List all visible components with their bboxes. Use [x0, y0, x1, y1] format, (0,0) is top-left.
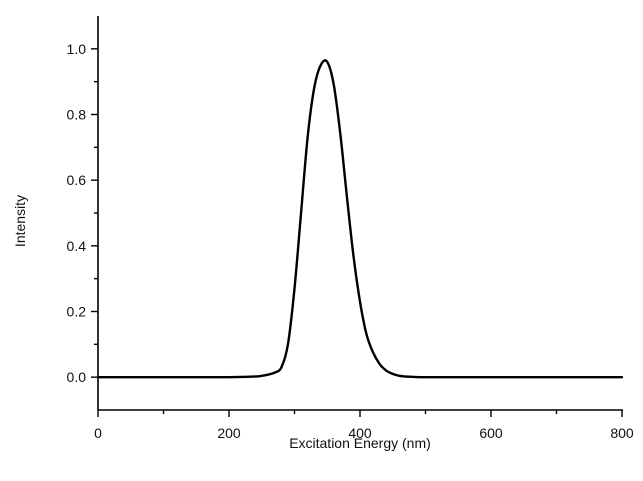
- x-tick-label: 800: [610, 425, 634, 441]
- y-tick-label: 0.8: [67, 107, 87, 123]
- x-tick-label: 0: [94, 425, 102, 441]
- y-tick-label: 0.2: [67, 304, 87, 320]
- y-tick-label: 0.0: [67, 369, 87, 385]
- y-axis-title: Intensity: [12, 195, 28, 247]
- y-tick-label: 1.0: [67, 41, 87, 57]
- x-tick-label: 200: [217, 425, 241, 441]
- y-axis-ticks: 0.0 0.2 0.4 0.6 0.8 1.0: [67, 41, 98, 385]
- x-tick-label: 600: [479, 425, 503, 441]
- x-axis-title: Excitation Energy (nm): [289, 435, 431, 451]
- series-line: [96, 59, 624, 379]
- y-tick-label: 0.4: [67, 238, 87, 254]
- x-tick-label: 400: [348, 425, 372, 441]
- x-axis-ticks: 0 200 400 600 800: [94, 410, 634, 441]
- y-tick-label: 0.6: [67, 172, 87, 188]
